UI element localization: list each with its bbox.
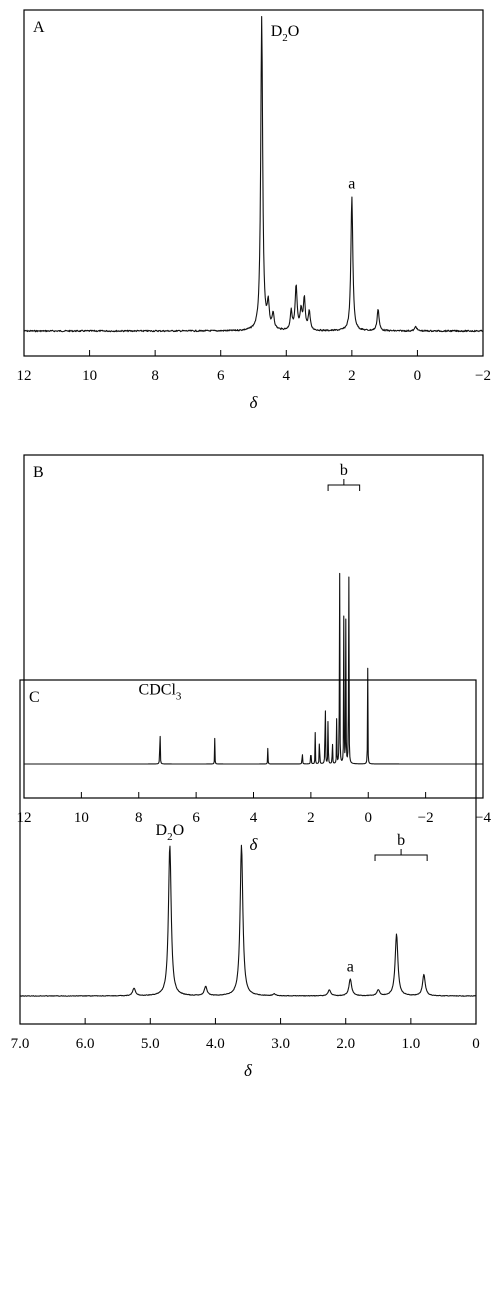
x-tick-label: 0 <box>414 368 422 384</box>
plot-frame <box>23 9 484 357</box>
x-tick-label: 8 <box>135 810 143 826</box>
peak-label: D2O <box>156 822 185 843</box>
panel-c: C 7.0 6.0 5.0 4.0 3.0 2.0 1.0 0 δ D2O a b <box>11 679 480 1080</box>
x-tick-label: 12 <box>17 810 32 826</box>
x-tick-label: 6 <box>192 810 200 826</box>
spectrum-trace <box>23 16 484 333</box>
peak-label-b: b <box>397 832 405 849</box>
panel-label: A <box>33 19 45 36</box>
bracket-b <box>327 479 361 491</box>
panel-a: A 12 10 8 6 4 2 0 −2 δ D2O a <box>17 9 491 412</box>
x-tick-label: 6.0 <box>76 1036 95 1052</box>
plot-frame <box>23 454 484 799</box>
peak-label-b: b <box>340 462 348 479</box>
peak-label: CDCl3 <box>139 681 182 702</box>
x-tick-label: 4.0 <box>206 1036 225 1052</box>
x-axis-title: δ <box>250 393 259 412</box>
x-tick-label: 0 <box>365 810 373 826</box>
x-axis-title: δ <box>250 835 259 854</box>
x-tick-label: 10 <box>82 368 97 384</box>
plot-frame <box>19 679 477 1025</box>
x-tick-label: 4 <box>283 368 291 384</box>
bracket-b <box>374 849 428 861</box>
panel-b: B 12 10 8 6 4 2 0 −2 −4 δ CDCl3 b <box>17 454 491 854</box>
x-tick-label: 12 <box>17 368 32 384</box>
spectrum-trace <box>19 844 477 997</box>
x-tick-label: 2.0 <box>336 1036 355 1052</box>
spectrum-trace <box>23 572 484 765</box>
peak-label: a <box>348 175 355 192</box>
panel-label: B <box>33 464 44 481</box>
x-tick-label: 0 <box>472 1036 480 1052</box>
x-tick-label: −4 <box>475 810 491 826</box>
x-tick-label: 5.0 <box>141 1036 160 1052</box>
x-tick-label: 8 <box>151 368 159 384</box>
x-axis-title: δ <box>244 1061 253 1080</box>
x-tick-label: −2 <box>418 810 434 826</box>
x-tick-label: 3.0 <box>271 1036 290 1052</box>
x-tick-label: 10 <box>74 810 89 826</box>
panel-label: C <box>29 689 40 706</box>
peak-label: a <box>347 958 354 975</box>
x-tick-label: 2 <box>307 810 315 826</box>
x-tick-label: 2 <box>348 368 356 384</box>
x-tick-label: −2 <box>475 368 491 384</box>
peak-label: D2O <box>271 23 300 44</box>
x-tick-label: 7.0 <box>11 1036 30 1052</box>
x-tick-label: 1.0 <box>401 1036 420 1052</box>
x-tick-label: 6 <box>217 368 225 384</box>
x-tick-label: 4 <box>250 810 258 826</box>
